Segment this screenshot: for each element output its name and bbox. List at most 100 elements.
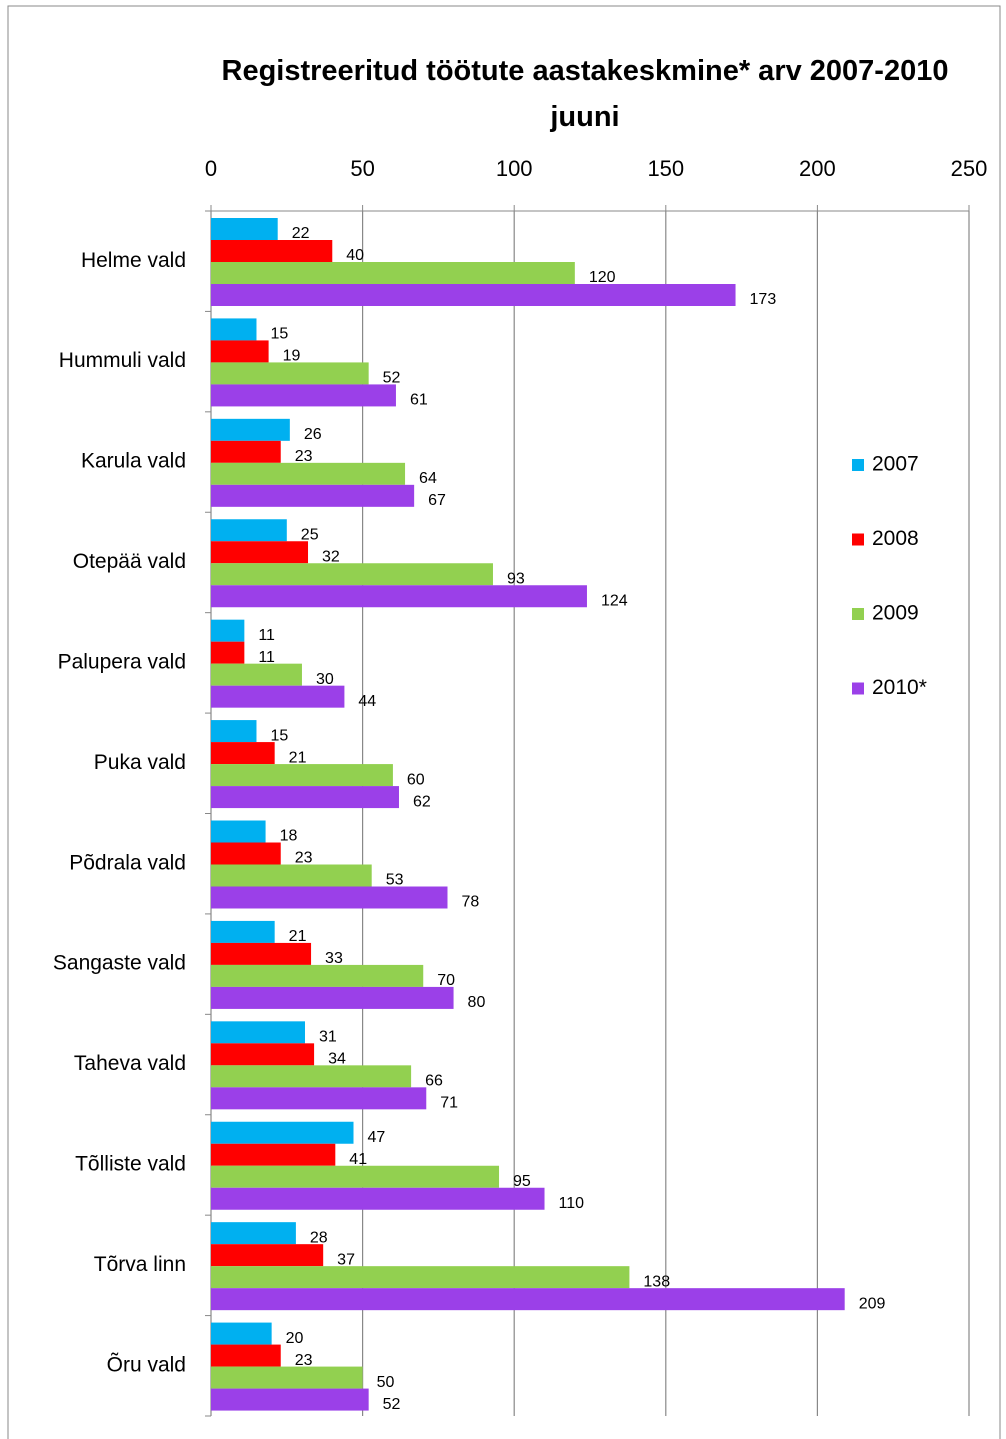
bar [211, 318, 257, 341]
data-label: 66 [425, 1073, 443, 1090]
y-tick-label: Helme vald [81, 249, 186, 272]
bar [211, 1043, 315, 1066]
data-label: 19 [283, 348, 301, 365]
bar [211, 1121, 354, 1144]
x-tick-label: 100 [496, 156, 533, 181]
data-label: 30 [316, 671, 334, 688]
bar [211, 1021, 305, 1044]
legend-label: 2010* [872, 676, 927, 699]
data-label: 209 [859, 1295, 886, 1312]
bar [211, 1366, 363, 1389]
data-label: 64 [419, 470, 437, 487]
data-label: 21 [289, 928, 307, 945]
data-label: 53 [386, 872, 404, 889]
data-label: 110 [559, 1195, 585, 1212]
legend-swatch [852, 459, 864, 471]
bar [211, 1266, 630, 1289]
data-label: 44 [358, 693, 376, 710]
data-label: 11 [258, 627, 275, 644]
bar [211, 886, 448, 909]
data-label: 47 [368, 1129, 386, 1146]
data-label: 34 [328, 1051, 346, 1068]
bar [211, 462, 406, 485]
bar [211, 1065, 412, 1088]
bar [211, 619, 245, 642]
x-tick-label: 50 [350, 156, 374, 181]
data-label: 21 [289, 749, 307, 766]
data-label: 173 [750, 291, 777, 308]
bar [211, 842, 281, 865]
bar [211, 786, 399, 809]
bar [211, 920, 275, 943]
y-tick-label: Palupera vald [58, 650, 186, 673]
bar [211, 820, 266, 843]
legend-label: 2008 [872, 527, 919, 550]
data-label: 40 [346, 247, 364, 264]
y-tick-label: Otepää vald [73, 550, 186, 573]
data-label: 32 [322, 548, 340, 565]
bar [211, 1187, 545, 1210]
y-tick-label: Sangaste vald [53, 952, 186, 975]
data-label: 78 [461, 894, 479, 911]
bar [211, 284, 736, 306]
chart-border [7, 5, 1001, 1439]
data-label: 67 [428, 492, 446, 509]
data-label: 138 [643, 1273, 670, 1290]
data-label: 26 [304, 426, 322, 443]
data-label: 93 [507, 570, 525, 587]
bar [211, 1143, 336, 1166]
data-label: 80 [468, 994, 486, 1011]
data-label: 33 [325, 950, 343, 967]
data-label: 15 [270, 326, 288, 343]
y-tick-label: Tõrva linn [94, 1253, 186, 1276]
data-label: 23 [295, 1352, 313, 1369]
data-label: 71 [440, 1095, 458, 1112]
bar [211, 720, 257, 743]
bar [211, 519, 287, 542]
data-label: 23 [295, 448, 313, 465]
data-label: 11 [258, 649, 275, 666]
bar [211, 240, 333, 262]
y-tick-label: Karula vald [81, 450, 186, 473]
bar [211, 641, 245, 664]
bar [211, 742, 275, 765]
bar [211, 218, 278, 240]
bar [211, 440, 281, 463]
legend-swatch [852, 533, 864, 546]
data-label: 22 [292, 225, 310, 242]
y-tick-label: Õru vald [107, 1352, 186, 1376]
y-tick-label: Tõlliste vald [75, 1153, 186, 1176]
data-label: 41 [349, 1151, 367, 1168]
bar [211, 663, 302, 686]
bar [211, 986, 454, 1009]
bar [211, 418, 290, 441]
data-label: 61 [410, 392, 428, 409]
bar [211, 384, 396, 407]
data-label: 62 [413, 793, 431, 810]
data-label: 52 [383, 1396, 401, 1413]
bar [211, 764, 393, 787]
data-label: 37 [337, 1251, 355, 1268]
bar [211, 585, 587, 608]
bar [211, 1165, 500, 1188]
bar [211, 685, 345, 708]
bar [211, 964, 424, 987]
data-label: 20 [286, 1330, 304, 1347]
data-label: 23 [295, 850, 313, 867]
data-label: 50 [377, 1374, 395, 1391]
data-label: 31 [319, 1029, 337, 1046]
bar [211, 1288, 845, 1311]
bar [211, 541, 309, 564]
bar [211, 942, 312, 965]
data-label: 70 [437, 972, 455, 989]
bar [211, 1222, 296, 1245]
data-label: 18 [280, 828, 298, 845]
bar [211, 1344, 281, 1367]
bar [211, 563, 493, 586]
data-label: 124 [601, 592, 628, 609]
y-tick-label: Põdrala vald [69, 851, 186, 874]
bar [211, 484, 415, 507]
data-label: 28 [310, 1229, 328, 1246]
y-tick-label: Puka vald [94, 751, 186, 774]
